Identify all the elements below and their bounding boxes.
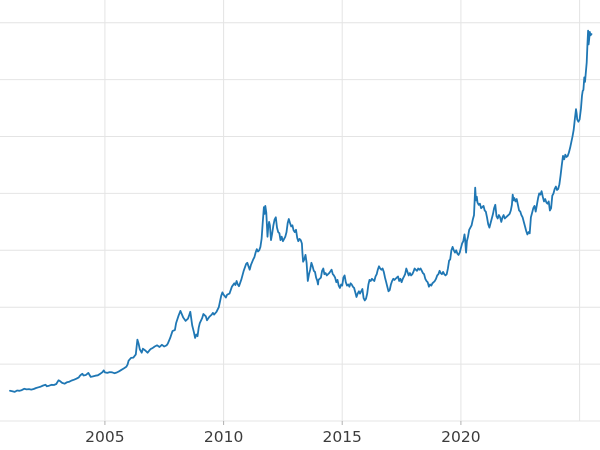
x-tick-label: 2015 bbox=[322, 428, 361, 446]
price-line-series bbox=[9, 29, 593, 393]
x-tick-label: 2005 bbox=[85, 428, 124, 446]
x-axis: 2005 2010 2015 2020 bbox=[85, 421, 481, 446]
x-tick-label: 2010 bbox=[204, 428, 243, 446]
x-tick-label: 2020 bbox=[441, 428, 480, 446]
gridlines bbox=[0, 0, 600, 422]
